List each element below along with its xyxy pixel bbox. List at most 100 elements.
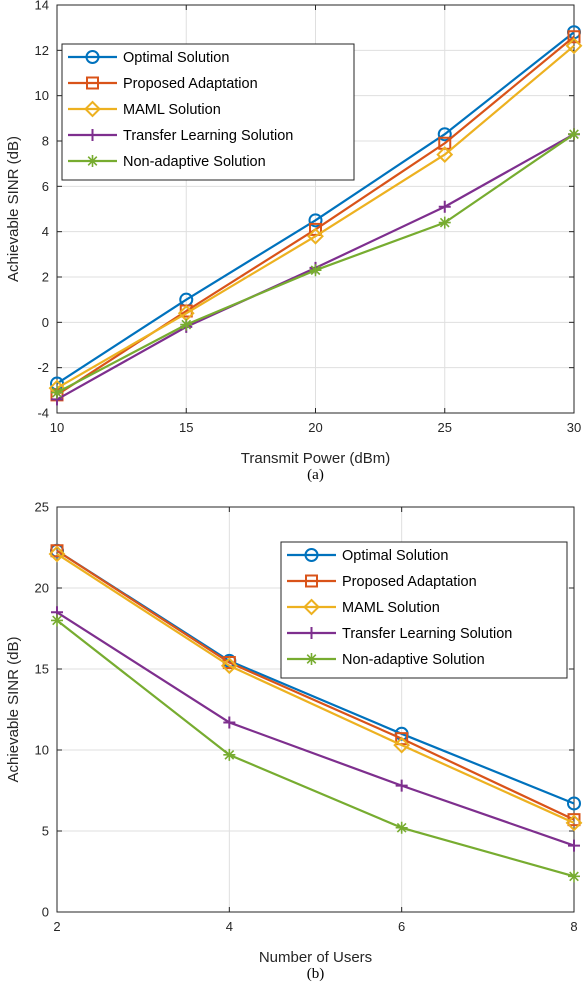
series-line (56, 611, 575, 847)
x-axis-label: Number of Users (259, 949, 372, 966)
data-point (395, 821, 408, 834)
y-tick-label: 14 (35, 0, 49, 13)
x-tick-label: 30 (567, 420, 581, 435)
axes-box (56, 506, 575, 913)
legend-marker (303, 598, 320, 616)
legend-marker (86, 76, 99, 90)
y-tick-label: 5 (42, 824, 49, 839)
y-tick-label: 0 (42, 905, 49, 920)
series-line (56, 549, 575, 821)
legend-entry: Optimal Solution (287, 548, 448, 564)
legend-label: Transfer Learning Solution (123, 128, 293, 144)
data-point (309, 264, 322, 277)
series-4 (51, 128, 580, 399)
data-point (438, 216, 451, 229)
data-point (568, 839, 580, 852)
legend-entry: MAML Solution (68, 100, 221, 118)
y-tick-label: 0 (42, 315, 49, 330)
chart-caption: (b) (307, 966, 325, 982)
x-tick-label: 2 (53, 919, 60, 934)
legend-entry: MAML Solution (287, 598, 440, 616)
y-tick-label: 10 (35, 743, 49, 758)
y-axis-label: Achievable SINR (dB) (5, 136, 22, 282)
data-point (223, 748, 236, 761)
x-axis-label: Transmit Power (dBm) (241, 450, 390, 467)
data-point (51, 386, 63, 399)
data-point (220, 657, 238, 675)
x-tick-label: 6 (398, 919, 405, 934)
legend-marker (304, 548, 319, 562)
legend-label: Optimal Solution (342, 548, 448, 564)
data-point (50, 544, 64, 558)
legend: Optimal Solution Proposed Adaptation MAML … (61, 43, 355, 181)
legend-entry: Proposed Adaptation (287, 574, 477, 590)
y-tick-label: 15 (35, 662, 49, 677)
legend-marker (86, 155, 99, 167)
legend-marker (305, 574, 318, 588)
y-tick-label: 8 (42, 134, 49, 149)
legend-marker (305, 627, 318, 639)
data-point (565, 814, 583, 832)
data-point (567, 30, 581, 44)
x-tick-label: 10 (50, 420, 64, 435)
legend-box (280, 541, 568, 679)
data-point (567, 796, 581, 811)
data-point (307, 227, 324, 245)
data-point (395, 779, 408, 792)
legend-marker (84, 100, 101, 118)
series-2 (48, 545, 583, 832)
data-point (437, 127, 452, 142)
legend: Optimal Solution Proposed Adaptation MAML … (280, 541, 568, 679)
data-point (51, 614, 63, 627)
chart-1: 2 4 6 8 0 5 10 15 20 25 Number of Users Achievable … (5, 500, 583, 982)
legend-label: Optimal Solution (123, 50, 229, 66)
y-tick-label: -4 (37, 406, 49, 421)
data-point (568, 870, 580, 883)
data-point (223, 716, 236, 729)
x-tick-label: 25 (438, 420, 452, 435)
x-tick-label: 15 (179, 420, 193, 435)
legend-box (61, 43, 355, 181)
series-line (56, 619, 575, 878)
legend-label: Non-adaptive Solution (123, 154, 266, 170)
data-point (436, 146, 454, 164)
data-point (308, 213, 323, 228)
x-tick-label: 20 (308, 420, 322, 435)
y-tick-label: 20 (35, 581, 49, 596)
legend-entry: Optimal Solution (68, 50, 229, 66)
y-tick-label: -2 (37, 360, 49, 375)
y-axis-label: Achievable SINR (dB) (5, 637, 22, 783)
series-line (56, 31, 575, 385)
legend-label: Non-adaptive Solution (342, 652, 485, 668)
data-point (48, 545, 66, 563)
y-tick-label: 25 (35, 500, 49, 515)
legend-label: Proposed Adaptation (342, 574, 477, 590)
legend-marker (86, 129, 99, 141)
y-tick-label: 10 (35, 88, 49, 103)
x-tick-label: 8 (570, 919, 577, 934)
legend-label: MAML Solution (123, 102, 221, 118)
data-point (180, 318, 193, 331)
legend-label: MAML Solution (342, 600, 440, 616)
data-point (438, 200, 451, 213)
x-tick-label: 4 (226, 919, 233, 934)
y-tick-label: 4 (42, 224, 49, 239)
data-point (565, 37, 583, 55)
legend-label: Proposed Adaptation (123, 76, 258, 92)
y-tick-label: 6 (42, 179, 49, 194)
data-point (393, 736, 411, 754)
legend-entry: Non-adaptive Solution (287, 652, 485, 668)
data-point (568, 128, 580, 141)
y-tick-label: 2 (42, 270, 49, 285)
y-tick-label: 12 (35, 43, 49, 58)
legend-marker (305, 653, 318, 665)
legend-entry: Proposed Adaptation (68, 76, 258, 92)
legend-label: Transfer Learning Solution (342, 626, 512, 642)
legend-entry: Transfer Learning Solution (287, 626, 512, 642)
chart-0: 10 15 20 25 30 -4 -2 0 2 4 6 8 10 12 14 Transmit Power … (5, 0, 583, 483)
series-3 (51, 606, 580, 852)
series-line (56, 44, 575, 390)
legend-entry: Non-adaptive Solution (68, 154, 266, 170)
series-4 (51, 614, 580, 883)
